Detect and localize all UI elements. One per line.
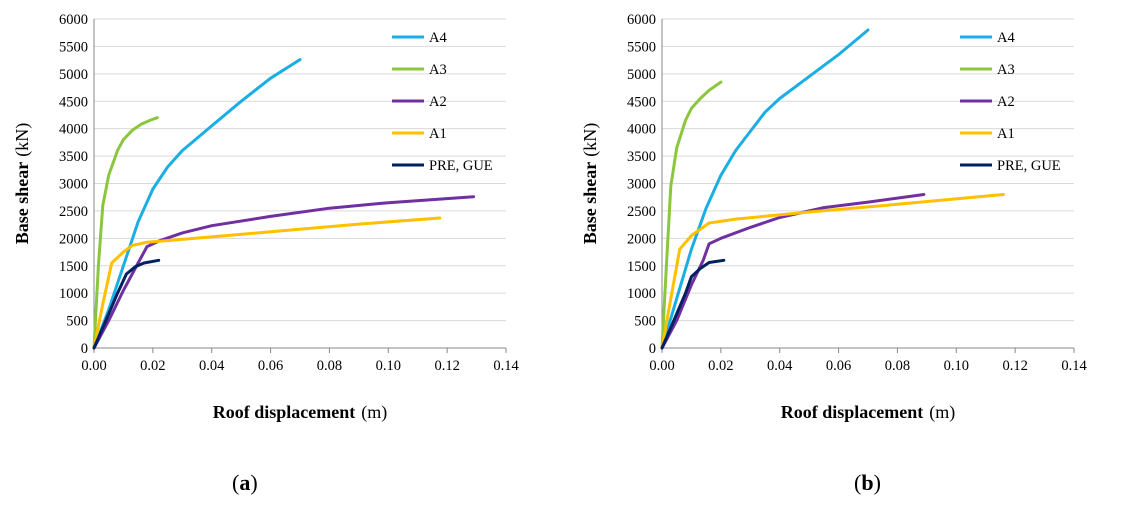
x-axis-label: Roof displacement (m) — [213, 402, 388, 423]
legend-label: A4 — [997, 30, 1015, 46]
x-tick-label: 0.14 — [493, 358, 519, 374]
y-tick-label: 5000 — [59, 67, 88, 83]
y-tick-label: 1500 — [627, 259, 656, 275]
y-tick-label: 5000 — [627, 67, 656, 83]
x-tick-label: 0.14 — [1061, 358, 1087, 374]
y-tick-label: 5500 — [627, 39, 656, 55]
x-tick-label: 0.00 — [81, 358, 106, 374]
y-axis-label: Base shear(kN) — [12, 123, 33, 245]
series-line-a3 — [660, 80, 723, 350]
series-line-a3 — [92, 116, 159, 350]
legend-label: A1 — [429, 126, 447, 142]
legend-label: A2 — [429, 94, 447, 110]
legend-label: A2 — [997, 94, 1015, 110]
legend-label: A3 — [429, 62, 447, 78]
series-line-a1 — [92, 216, 442, 350]
x-tick-label: 0.06 — [826, 358, 851, 374]
x-tick-label: 0.04 — [199, 358, 225, 374]
y-tick-label: 2000 — [627, 231, 656, 247]
y-tick-label: 2000 — [59, 231, 88, 247]
series-line-a4 — [660, 28, 870, 350]
y-tick-label: 3500 — [59, 149, 88, 165]
x-axis-label: Roof displacement (m) — [781, 402, 956, 423]
x-tick-label: 0.02 — [140, 358, 165, 374]
y-tick-label: 4000 — [627, 122, 656, 138]
y-tick-label: 3500 — [627, 149, 656, 165]
x-tick-label: 0.08 — [885, 358, 910, 374]
y-tick-label: 0 — [649, 341, 656, 357]
x-tick-label: 0.00 — [649, 358, 674, 374]
y-tick-label: 3000 — [59, 177, 88, 193]
series-line-a1 — [660, 193, 1005, 350]
chart-a: 0 500 1000 1500 2000 2500 3000 3500 4000 4500 5000… — [12, 12, 519, 423]
y-tick-label: 3000 — [627, 177, 656, 193]
chart-b: 0 500 1000 1500 2000 2500 3000 3500 4000 4500 5000… — [580, 12, 1087, 423]
legend-label: PRE, GUE — [997, 158, 1061, 174]
y-tick-label: 1000 — [59, 286, 88, 302]
x-tick-label: 0.10 — [376, 358, 401, 374]
x-tick-label: 0.04 — [767, 358, 793, 374]
y-tick-label: 6000 — [627, 12, 656, 28]
y-tick-label: 4500 — [627, 94, 656, 110]
legend-label: PRE, GUE — [429, 158, 493, 174]
y-tick-label: 6000 — [59, 12, 88, 28]
x-tick-label: 0.08 — [317, 358, 342, 374]
y-tick-label: 4500 — [59, 94, 88, 110]
x-tick-label: 0.12 — [434, 358, 459, 374]
legend-label: A1 — [997, 126, 1015, 142]
series-line-pre-gue — [92, 258, 161, 350]
y-tick-label: 1500 — [59, 259, 88, 275]
panel-label-a: (a) — [232, 470, 258, 495]
series-line-pre-gue — [660, 258, 726, 350]
y-tick-label: 500 — [66, 314, 88, 330]
y-tick-label: 5500 — [59, 39, 88, 55]
x-tick-label: 0.06 — [258, 358, 283, 374]
x-tick-label: 0.12 — [1002, 358, 1027, 374]
legend-label: A3 — [997, 62, 1015, 78]
legend-label: A4 — [429, 30, 447, 46]
panel-label-b: (b) — [854, 470, 881, 495]
x-tick-label: 0.10 — [944, 358, 969, 374]
y-tick-label: 500 — [634, 314, 656, 330]
y-tick-label: 1000 — [627, 286, 656, 302]
y-axis-label: Base shear(kN) — [580, 123, 601, 245]
series-line-a2 — [660, 193, 926, 350]
y-tick-label: 2500 — [627, 204, 656, 220]
y-tick-label: 0 — [81, 341, 88, 357]
series-line-a4 — [92, 58, 302, 350]
x-tick-label: 0.02 — [708, 358, 733, 374]
y-tick-label: 4000 — [59, 122, 88, 138]
series-line-a2 — [92, 195, 476, 350]
y-tick-label: 2500 — [59, 204, 88, 220]
